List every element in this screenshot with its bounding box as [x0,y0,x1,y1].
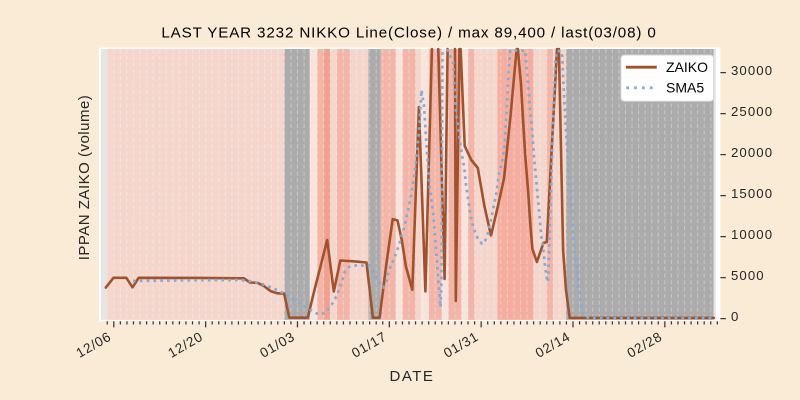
svg-text:DATE: DATE [390,368,435,385]
svg-text:IPPAN ZAIKO (volume): IPPAN ZAIKO (volume) [76,95,93,261]
svg-text:30000: 30000 [731,63,773,78]
svg-text:SMA5: SMA5 [666,79,704,95]
svg-text:ZAIKO: ZAIKO [666,59,708,75]
svg-text:5000: 5000 [731,268,765,283]
svg-text:0: 0 [731,309,739,324]
svg-text:25000: 25000 [731,104,773,119]
svg-text:20000: 20000 [731,145,773,160]
svg-text:15000: 15000 [731,186,773,201]
svg-text:LAST YEAR 3232 NIKKO Line(Clos: LAST YEAR 3232 NIKKO Line(Close) / max 8… [161,25,656,42]
svg-text:10000: 10000 [731,227,773,242]
